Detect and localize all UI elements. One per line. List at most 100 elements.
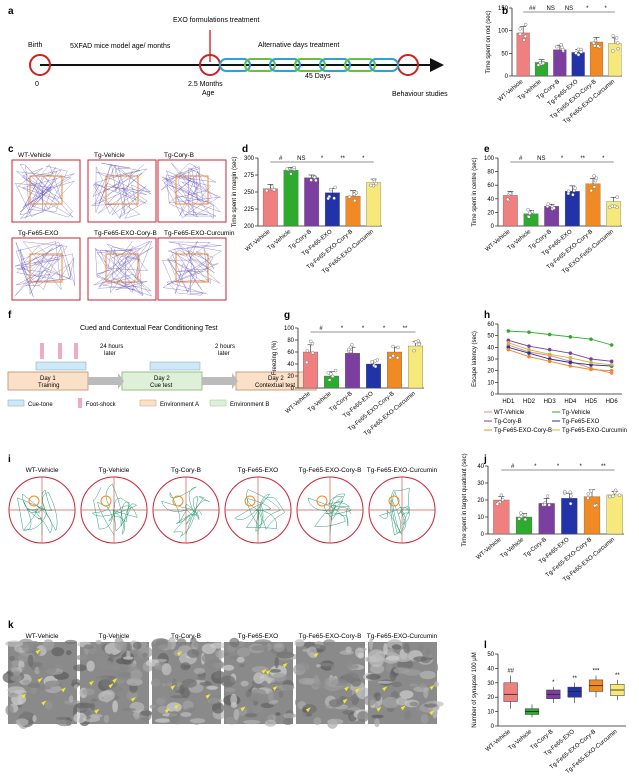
panel-a-label: a <box>8 6 14 17</box>
series-line-3 <box>508 339 612 362</box>
sig-label: # <box>519 156 523 162</box>
sig-label: * <box>321 156 324 162</box>
sig-label: ** <box>580 156 585 162</box>
openfield-trace-3: Tg-Cory-B <box>157 152 227 223</box>
y-tick-label: 60 <box>487 183 494 189</box>
y-tick-label: 80 <box>487 170 494 176</box>
data-point <box>272 188 276 192</box>
birth-circle <box>29 54 51 76</box>
data-point <box>543 502 547 507</box>
sig-label: * <box>602 156 605 162</box>
bar-1 <box>262 188 278 227</box>
data-point <box>614 36 619 40</box>
panel-a: a Birth 0 EXO formulations treatment 5XF… <box>8 6 448 98</box>
openfield-title: WT-Vehicle <box>18 152 51 159</box>
x-tick-label: Tg-Vehicle <box>500 537 526 560</box>
tem-title: Tg-Cory-B <box>171 633 201 640</box>
panel-b-label: b <box>502 6 508 17</box>
series-point <box>527 351 531 355</box>
y-tick-label: 50 <box>501 51 508 57</box>
data-point <box>608 205 612 210</box>
y-tick-label: 40 <box>487 666 494 672</box>
data-point <box>596 44 600 48</box>
data-point <box>569 494 573 498</box>
data-point <box>414 340 418 344</box>
data-point <box>613 490 617 495</box>
data-point <box>586 496 590 500</box>
panel-d-label: d <box>242 144 248 155</box>
later1b: later <box>104 351 116 357</box>
y-tick-label: 30 <box>477 481 484 487</box>
data-point <box>615 195 619 199</box>
data-point <box>519 511 523 515</box>
panel-e-label: e <box>484 144 490 155</box>
data-point <box>501 497 505 502</box>
sig-label: * <box>383 326 386 332</box>
tem-image-2: Tg-Vehicle <box>73 633 154 727</box>
data-point <box>566 191 571 196</box>
bar-5 <box>583 496 601 535</box>
series-point <box>527 347 531 352</box>
data-point <box>541 61 545 65</box>
panel-f-label: f <box>8 310 12 321</box>
series-point <box>568 351 573 355</box>
sig-label: * <box>586 6 589 12</box>
panel-h-label: h <box>484 310 490 321</box>
sig-label: * <box>579 464 582 470</box>
data-point <box>559 43 563 47</box>
y-tick-label: 30 <box>487 357 494 363</box>
series-point <box>506 347 511 352</box>
tem-title: Tg-Fe65-EXO-Cory-B <box>299 633 362 640</box>
tem-image-1: WT-Vehicle <box>2 633 82 729</box>
watermaze-title: Tg-Fe65-EXO <box>238 467 278 474</box>
sig-label: *** <box>592 669 600 675</box>
data-point <box>329 372 333 376</box>
chart-l: l 0 10 20 30 40 50 Number of synapse/ 100 μM ## *… <box>472 640 626 775</box>
leg-shock: Foot-shock <box>86 402 117 408</box>
openfield-title: Tg-Fe65-EXO-Curcumin <box>164 230 235 237</box>
tem-image-4: Tg-Fe65-EXO <box>220 633 300 727</box>
y-axis-label: Escape latency (sec) <box>472 331 478 387</box>
series-line-5 <box>508 349 612 372</box>
sig-label: ** <box>572 676 577 682</box>
series-point <box>547 359 552 364</box>
data-point <box>593 503 597 508</box>
data-point <box>347 195 352 199</box>
panel-j-label: j <box>483 454 487 465</box>
data-point <box>538 60 542 65</box>
y-axis-label: Freezing (%) <box>272 341 278 375</box>
panel-f: f Cued and Contextual Fear Conditioning … <box>7 310 317 408</box>
data-point <box>611 494 615 498</box>
data-point <box>579 50 583 54</box>
data-point <box>333 368 338 373</box>
data-point <box>613 204 617 209</box>
watermaze-title: Tg-Fe65-EXO-Curcumin <box>367 467 438 474</box>
sig-label: * <box>362 156 365 162</box>
sig-label: NS <box>537 156 545 162</box>
age2-label: Age <box>202 90 215 97</box>
panel-k: k WT-Vehicle Tg-Vehicle Tg-Cory-B Tg-Fe65-E… <box>2 620 444 729</box>
chart-d: d 200 225 250 275 300 Time spent in margin (se… <box>232 144 382 275</box>
y-tick-label: 20 <box>287 374 294 380</box>
data-point <box>523 517 528 522</box>
data-point <box>327 378 332 382</box>
data-point <box>573 186 577 190</box>
bar-4 <box>365 363 381 389</box>
panel-c-label: c <box>8 144 14 155</box>
chart-b: b 0 50 100 150 Time spent on rod (sec) ## NS NS *… <box>486 6 622 125</box>
data-point <box>330 374 335 379</box>
data-point <box>523 34 528 39</box>
data-point <box>310 351 315 355</box>
y-tick-label: 0 <box>491 724 495 730</box>
data-point <box>552 206 556 210</box>
model-label: 5XFAD mice model age/ months <box>70 43 171 50</box>
y-tick-label: 40 <box>487 345 494 351</box>
data-point <box>348 345 353 349</box>
y-tick-label: 10 <box>487 380 494 386</box>
bar-2 <box>323 375 339 389</box>
y-tick-label: 10 <box>477 515 484 521</box>
data-point <box>309 339 313 344</box>
data-point <box>546 202 550 206</box>
data-point <box>568 490 572 494</box>
chart-e: e 0 20 40 60 80 100 Time spent in centre (sec) #… <box>472 144 622 275</box>
